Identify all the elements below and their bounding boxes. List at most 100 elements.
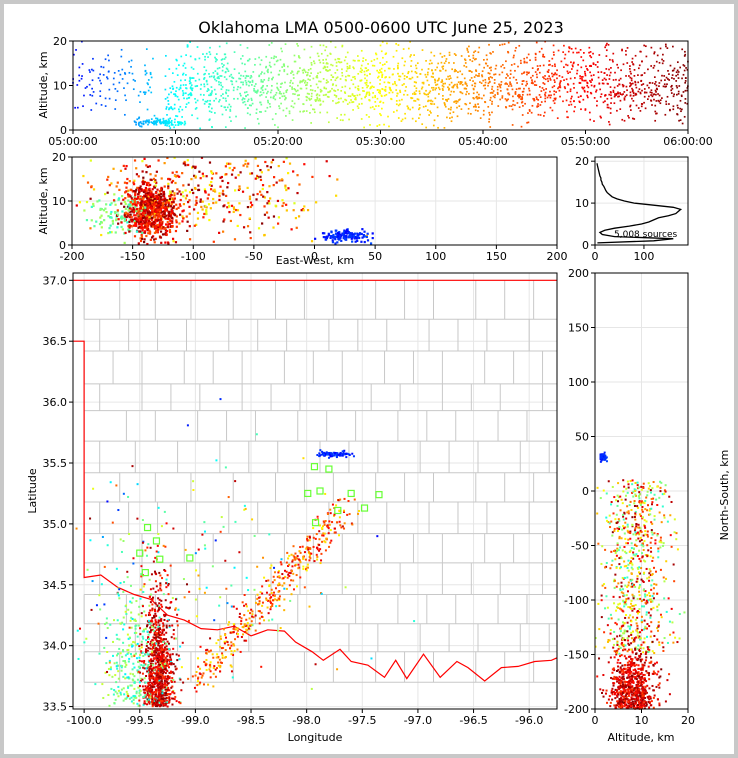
altitude-time-point: [676, 61, 679, 64]
altitude-time-point: [418, 104, 421, 106]
altitude-eastwest-point: [232, 210, 235, 214]
altitude-time-point: [322, 100, 325, 103]
altitude-time-point: [463, 58, 466, 61]
altitude-time-point: [450, 120, 453, 123]
altitude-eastwest-point: [315, 201, 318, 204]
altitude-time-point: [205, 52, 208, 55]
altitude-time-point: [428, 114, 431, 116]
altitude-time-point: [257, 122, 260, 125]
altitude-eastwest-point: [148, 216, 151, 219]
altitude-time-point: [453, 62, 455, 64]
altitude-time-point: [283, 95, 286, 98]
altitude-time-point: [442, 65, 445, 68]
altitude-time-point: [361, 69, 363, 71]
altitude-eastwest-point: [123, 232, 126, 235]
altitude-eastwest-point: [296, 191, 299, 195]
altitude-eastwest-point: [82, 174, 85, 178]
altitude-time-point: [499, 90, 502, 92]
altitude-time-point: [558, 86, 560, 88]
altitude-time-point: [174, 93, 177, 95]
altitude-time-point: [443, 102, 446, 104]
altitude-time-xtick-label: 05:10:00: [151, 135, 200, 148]
altitude-time-point: [432, 72, 434, 75]
altitude-eastwest-point: [181, 210, 184, 213]
plan-view-point: [146, 690, 149, 693]
altitude-time-point: [616, 85, 619, 87]
altitude-time-point: [253, 87, 255, 90]
altitude-eastwest-point: [261, 184, 265, 187]
altitude-time-point: [280, 47, 283, 50]
altitude-eastwest-point: [264, 160, 267, 164]
altitude-time-point: [654, 83, 656, 85]
altitude-time-point: [553, 102, 556, 105]
altitude-time-point: [345, 99, 348, 102]
altitude-eastwest-point: [171, 179, 175, 183]
altitude-time-point: [146, 120, 149, 123]
altitude-time-point: [252, 71, 255, 73]
plan-view-point: [133, 641, 136, 644]
altitude-eastwest-point: [327, 233, 331, 237]
altitude-eastwest-point: [117, 218, 120, 221]
altitude-time-point: [268, 77, 270, 80]
altitude-time-point: [210, 86, 213, 88]
altitude-time-point: [426, 79, 429, 82]
altitude-time-point: [676, 86, 679, 89]
plan-view-point: [159, 639, 162, 642]
altitude-time-point: [501, 95, 504, 97]
altitude-time-point: [416, 76, 419, 78]
altitude-eastwest-point: [157, 198, 161, 201]
altitude-time-point: [535, 96, 538, 99]
altitude-time-point: [191, 77, 193, 79]
altitude-eastwest-point: [139, 197, 142, 201]
plan-view-point: [130, 643, 133, 646]
plan-view-point: [234, 480, 237, 483]
altitude-eastwest-point: [140, 234, 143, 237]
altitude-eastwest-point: [242, 226, 246, 229]
plan-view-point: [164, 647, 167, 650]
altitude-time-point: [183, 62, 186, 65]
altitude-histogram-line: [596, 163, 683, 244]
altitude-eastwest-point: [173, 194, 176, 197]
altitude-time-point: [469, 79, 471, 81]
altitude-eastwest-point: [263, 205, 266, 208]
plan-view-point: [168, 689, 171, 692]
altitude-time-point: [683, 69, 686, 72]
plan-view-point: [154, 642, 157, 645]
altitude-eastwest-point: [167, 242, 170, 245]
altitude-eastwest-point: [249, 205, 252, 209]
altitude-time-point: [308, 97, 310, 100]
altitude-time-point: [570, 47, 573, 50]
altitude-eastwest-point: [133, 190, 136, 193]
altitude-time-point: [491, 92, 494, 94]
altitude-eastwest-point: [352, 235, 355, 238]
altitude-time-point: [523, 57, 526, 60]
altitude-eastwest-point: [323, 232, 326, 235]
altitude-time-point: [233, 51, 236, 53]
altitude-time-point: [316, 97, 319, 100]
plan-view-point: [158, 699, 161, 702]
altitude-eastwest-point: [136, 212, 139, 215]
altitude-time-point: [380, 67, 383, 70]
altitude-time-point: [553, 90, 556, 93]
altitude-time-point: [99, 90, 102, 93]
altitude-time-point: [472, 97, 475, 99]
altitude-time-point: [350, 79, 353, 82]
altitude-time-point: [81, 40, 83, 43]
plan-view-point: [171, 624, 174, 627]
altitude-eastwest-point: [83, 209, 86, 212]
altitude-time-point: [204, 58, 206, 61]
altitude-time-point: [326, 62, 329, 65]
altitude-time-point: [460, 55, 463, 57]
altitude-eastwest-point: [141, 198, 144, 201]
altitude-eastwest-point: [254, 157, 257, 160]
plan-view-point: [291, 565, 294, 568]
altitude-time-point: [583, 86, 586, 89]
altitude-time-point: [319, 111, 322, 114]
altitude-time-point: [629, 76, 632, 79]
altitude-time-point: [488, 77, 490, 79]
altitude-time-point: [530, 82, 533, 84]
altitude-time-point: [583, 52, 585, 54]
altitude-time-point: [685, 67, 687, 69]
altitude-time-point: [164, 75, 167, 77]
altitude-time-point: [213, 88, 216, 91]
